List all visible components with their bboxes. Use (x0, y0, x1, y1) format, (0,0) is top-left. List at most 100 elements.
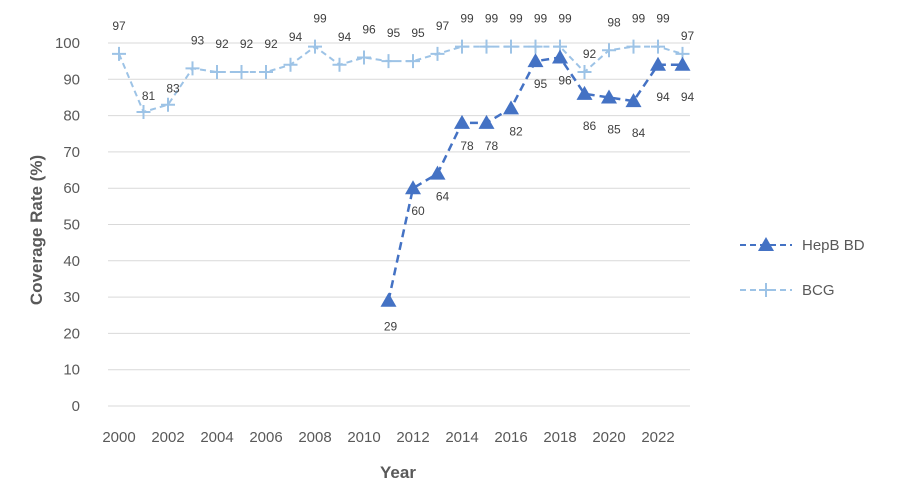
x-tick-label: 2000 (102, 429, 135, 446)
data-label: 29 (384, 320, 398, 334)
data-label: 97 (436, 19, 450, 33)
data-point (185, 61, 200, 76)
y-tick-label: 0 (72, 398, 80, 415)
data-label: 78 (460, 139, 474, 153)
data-label: 94 (338, 30, 352, 44)
data-labels: 97 81 83 93 92 92 92 94 99 94 96 95 95 97 99 99 99 99 99 92… (112, 12, 694, 334)
data-label: 99 (509, 12, 523, 26)
data-point (602, 43, 616, 58)
data-label: 92 (215, 37, 229, 51)
data-label: 95 (534, 77, 548, 91)
y-tick-label: 30 (63, 289, 80, 306)
y-tick-label: 20 (63, 325, 80, 342)
data-point (161, 97, 175, 112)
data-point (674, 56, 691, 71)
x-tick-label: 2020 (592, 429, 625, 446)
data-point (625, 93, 642, 108)
data-point (650, 56, 666, 71)
data-label: 83 (166, 82, 180, 96)
data-label: 60 (411, 204, 425, 218)
data-label: 96 (362, 23, 376, 37)
data-label: 99 (656, 12, 670, 26)
data-label: 92 (583, 47, 597, 61)
series-hepb-bd (380, 49, 691, 307)
data-label: 86 (583, 119, 597, 133)
data-label: 81 (142, 89, 156, 103)
data-point (380, 292, 397, 307)
data-point (577, 65, 592, 80)
data-label: 99 (632, 12, 646, 26)
data-label: 94 (681, 90, 695, 104)
data-point (527, 53, 544, 68)
data-point (552, 49, 568, 64)
data-label: 64 (436, 190, 450, 204)
data-label: 98 (607, 15, 621, 29)
x-tick-label: 2012 (396, 429, 429, 446)
data-label: 94 (656, 90, 670, 104)
y-tick-label: 60 (63, 180, 80, 197)
x-tick-label: 2008 (298, 429, 331, 446)
y-tick-label: 10 (63, 362, 80, 379)
x-tick-label: 2002 (151, 429, 184, 446)
data-point (504, 39, 518, 54)
data-point (454, 114, 470, 129)
legend-label: HepB BD (802, 237, 865, 254)
data-label: 99 (485, 12, 499, 26)
y-tick-label: 80 (63, 108, 80, 125)
data-label: 82 (509, 124, 523, 138)
legend-item: BCG (740, 282, 835, 299)
data-point (455, 39, 469, 54)
data-point (651, 39, 665, 54)
legend-marker (759, 283, 773, 297)
y-axis-title: Coverage Rate (%) (27, 155, 46, 305)
data-label: 97 (681, 29, 695, 43)
data-point (478, 114, 495, 129)
data-label: 94 (289, 30, 303, 44)
data-point (259, 65, 273, 80)
data-label: 96 (558, 74, 572, 88)
data-label: 85 (607, 122, 621, 136)
data-point (479, 39, 494, 54)
data-point (601, 89, 617, 104)
y-axis-ticks: 0 10 20 30 40 50 60 70 80 90 100 (55, 35, 80, 415)
data-point (429, 165, 446, 180)
x-axis-title: Year (380, 463, 416, 482)
legend-label: BCG (802, 282, 835, 299)
data-point (136, 104, 151, 119)
data-point (234, 65, 249, 80)
data-label: 93 (191, 33, 205, 47)
legend-marker (758, 237, 774, 251)
data-label: 95 (387, 26, 401, 40)
data-point (381, 54, 396, 69)
data-point (430, 46, 445, 61)
data-label: 99 (460, 12, 474, 26)
legend-item: HepB BD (740, 237, 865, 254)
data-point (503, 100, 519, 115)
x-tick-label: 2016 (494, 429, 527, 446)
data-label: 99 (558, 12, 572, 26)
data-point (576, 85, 593, 100)
y-tick-label: 40 (63, 253, 80, 270)
data-point (112, 46, 126, 61)
data-point (528, 39, 543, 54)
data-label: 92 (240, 37, 254, 51)
data-label: 99 (313, 12, 327, 26)
y-tick-label: 100 (55, 35, 80, 52)
data-point (332, 57, 347, 72)
y-tick-label: 90 (63, 71, 80, 88)
data-point (405, 180, 421, 195)
data-point (210, 65, 224, 80)
y-tick-label: 70 (63, 144, 80, 161)
y-tick-label: 50 (63, 217, 80, 234)
series-bcg (112, 39, 690, 119)
series-layer (112, 39, 691, 307)
x-tick-label: 2018 (543, 429, 576, 446)
data-label: 84 (632, 126, 646, 140)
data-point (283, 57, 298, 72)
x-tick-label: 2006 (249, 429, 282, 446)
legend: HepB BD BCG (740, 237, 865, 299)
x-axis-ticks: 2000 2002 2004 2006 2008 2010 2012 2014 2016 2018… (102, 429, 674, 446)
data-label: 97 (112, 19, 126, 33)
data-point (406, 54, 420, 69)
